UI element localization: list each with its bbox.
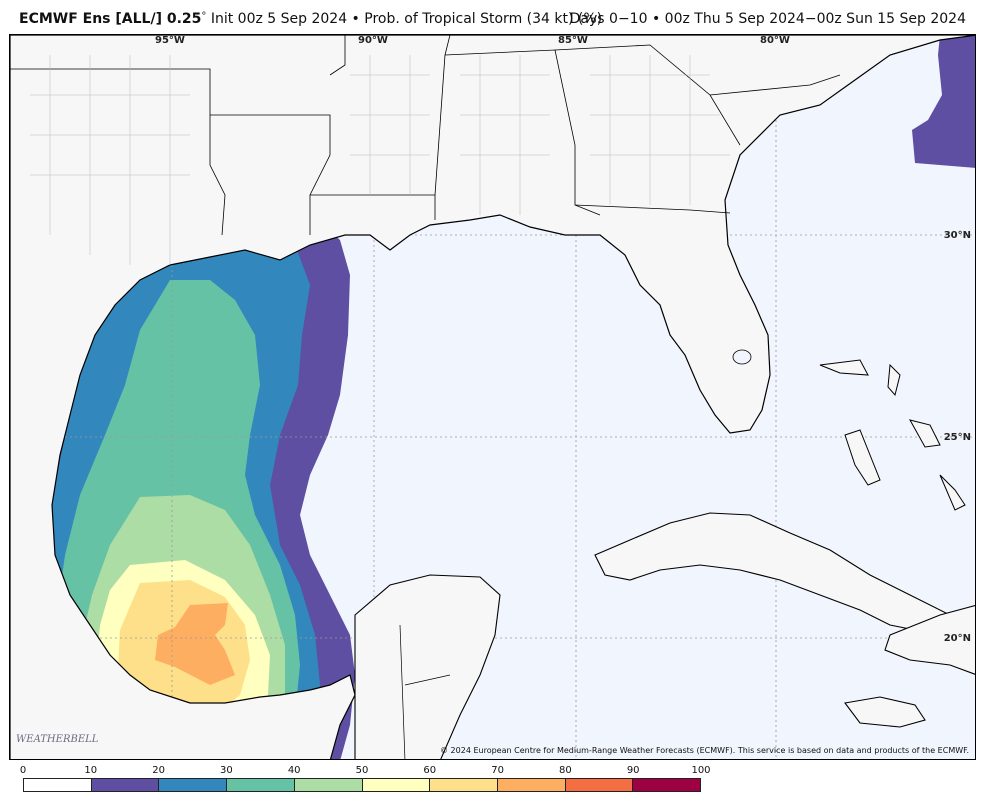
valid-period: Days 0−10 • 00z Thu 5 Sep 2024−00z Sun 1… — [569, 11, 966, 27]
probability-contours — [10, 203, 355, 759]
map-canvas — [10, 35, 975, 759]
colorbar-tick-label: 100 — [691, 765, 711, 776]
colorbar-tick-label: 10 — [84, 765, 98, 776]
colorbar-tick-label: 20 — [152, 765, 165, 776]
ecmwf-credit: © 2024 European Centre for Medium-Range … — [440, 746, 969, 755]
contour-70 — [155, 603, 235, 685]
colorbar-tick-label: 50 — [355, 765, 369, 776]
lon-label-85w: 85°W — [558, 35, 588, 46]
bahamas — [819, 359, 966, 511]
product-subtitle: Init 00z 5 Sep 2024 • Prob. of Tropical … — [210, 11, 603, 27]
colorbar-tick-label: 30 — [220, 765, 233, 776]
lat-label-30n: 30°N — [943, 230, 971, 241]
lon-label-95w: 95°W — [155, 35, 185, 46]
colorbar-segment — [564, 779, 633, 791]
colorbar-tick-label: 80 — [559, 765, 572, 776]
colorbar-segment — [158, 779, 227, 791]
yucatan — [354, 574, 501, 759]
colorbar-segment — [226, 779, 294, 791]
colorbar-segment — [90, 779, 159, 791]
lon-label-80w: 80°W — [760, 35, 790, 46]
model-name: ECMWF Ens [ALL/] 0.25 — [19, 11, 202, 27]
map-title: ECMWF Ens [ALL/] 0.25° Init 00z 5 Sep 20… — [19, 11, 602, 27]
weatherbell-logo: WEATHERBELL — [16, 734, 99, 745]
colorbar-segment — [496, 779, 565, 791]
colorbar-tick-label: 70 — [491, 765, 504, 776]
colorbar-segment — [632, 779, 701, 791]
probability-colorbar — [23, 778, 701, 792]
hispaniola — [884, 604, 975, 675]
colorbar-tick-label: 40 — [287, 765, 301, 776]
probability-map: 95°W 90°W 85°W 80°W 30°N 25°N 20°N WEATH… — [9, 34, 976, 760]
atlantic-contour-10 — [912, 35, 975, 168]
us-mainland — [10, 35, 975, 759]
title-bar: ECMWF Ens [ALL/] 0.25° Init 00z 5 Sep 20… — [0, 0, 984, 34]
lon-label-90w: 90°W — [358, 35, 388, 46]
colorbar-segment — [24, 779, 91, 791]
colorbar-segment — [293, 779, 362, 791]
colorbar-tick-label: 60 — [423, 765, 437, 776]
lat-label-25n: 25°N — [943, 432, 971, 443]
colorbar-segment — [361, 779, 430, 791]
colorbar-tick-label: 0 — [19, 765, 27, 776]
lat-label-20n: 20°N — [943, 633, 971, 644]
land — [10, 35, 975, 759]
jamaica — [844, 696, 926, 728]
colorbar-tick-label: 90 — [626, 765, 640, 776]
colorbar-segment — [429, 779, 497, 791]
degree-sign: ° — [201, 11, 207, 22]
